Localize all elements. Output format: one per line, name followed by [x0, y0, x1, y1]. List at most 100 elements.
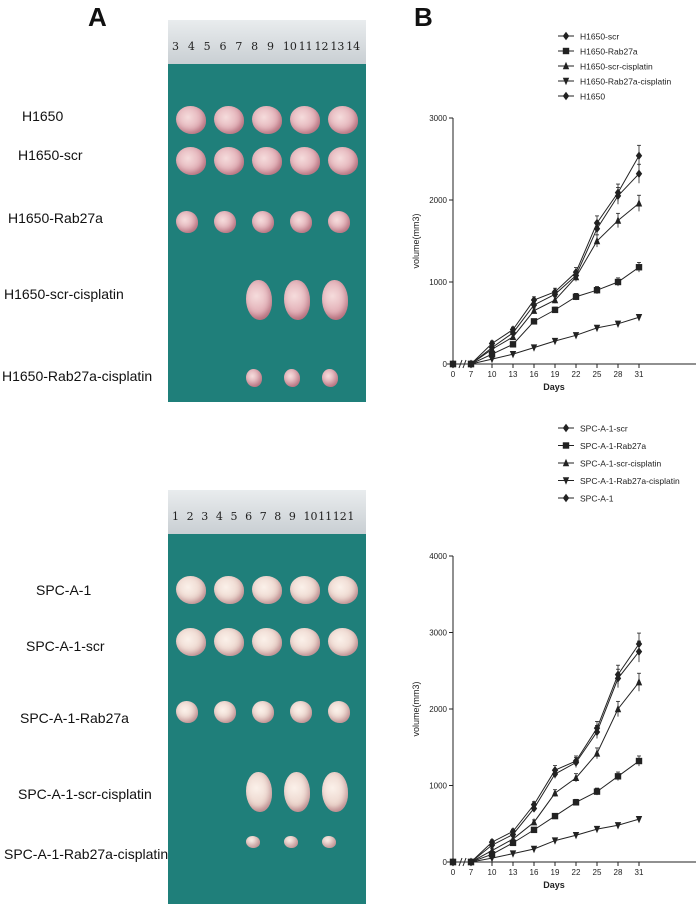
panel-letter-b: B [414, 2, 433, 32]
data-point [614, 278, 622, 286]
row-label: SPC-A-1-Rab27a [20, 710, 129, 726]
tumor [246, 836, 260, 848]
data-point [562, 47, 570, 55]
tumor [246, 280, 272, 320]
tumor [322, 280, 348, 320]
y-tick-label: 3000 [429, 629, 447, 638]
row-label: H1650-scr-cisplatin [4, 286, 124, 302]
data-point [530, 845, 538, 854]
tumor [290, 147, 320, 175]
data-point [551, 788, 559, 797]
data-point [449, 857, 457, 867]
data-point [614, 320, 622, 329]
y-tick-label: 2000 [429, 196, 447, 205]
data-point [572, 267, 580, 277]
tumor [214, 106, 244, 134]
data-point [551, 295, 559, 304]
tumor [284, 369, 300, 387]
ruler-number: 6 [219, 40, 227, 53]
data-point [530, 800, 538, 809]
tumor [246, 772, 272, 812]
tumor [176, 628, 206, 656]
data-point [635, 678, 643, 686]
tumor [328, 628, 358, 656]
data-point [509, 850, 517, 858]
ruler-number: 5 [230, 510, 238, 523]
data-point [635, 169, 643, 178]
row-label: H1650 [22, 108, 64, 124]
tumor [176, 576, 206, 604]
series-line [453, 155, 640, 365]
tumor [252, 576, 282, 604]
data-point [488, 851, 496, 858]
row-label: SPC-A-1-scr [26, 638, 105, 654]
ruler-number: 12 [314, 40, 329, 53]
data-point [635, 815, 643, 824]
tumor [252, 628, 282, 656]
data-point [509, 325, 517, 334]
tumor-photo-spc-a-1: 1 2 3 4 5 6 7 8 9 10 11 12 1 [168, 490, 366, 904]
ruler-number: 9 [288, 510, 296, 523]
data-point [572, 832, 580, 840]
x-axis-label: Days [543, 382, 565, 392]
data-point [593, 236, 601, 245]
y-axis-label: volume(mm3) [411, 681, 421, 736]
data-point [488, 846, 496, 854]
y-tick-label: 4000 [429, 552, 447, 561]
data-point [635, 151, 643, 160]
data-point [530, 818, 538, 826]
row-label: H1650-Rab27a-cisplatin [2, 368, 153, 384]
x-tick-label: 7 [469, 370, 474, 379]
tumor [252, 106, 282, 134]
y-tick-label: 0 [443, 858, 448, 867]
data-point [551, 812, 559, 820]
ruler-number: 7 [259, 510, 267, 523]
x-tick-label: 22 [572, 370, 581, 379]
data-point [530, 295, 538, 305]
legend-label: SPC-A-1-Rab27a [580, 441, 646, 451]
tumor [284, 772, 310, 812]
tumor [290, 576, 320, 604]
ruler-number: 10 [303, 510, 318, 523]
data-point [614, 188, 622, 197]
data-point [614, 704, 622, 713]
x-tick-label: 13 [509, 370, 518, 379]
panel-letter-a: A [88, 2, 107, 32]
tumor [252, 147, 282, 175]
tumor-photo-h1650: 3 4 5 6 7 8 9 10 11 12 13 14 [168, 20, 366, 402]
data-point [614, 216, 622, 224]
ruler-number: 12 [332, 510, 347, 523]
data-point [562, 442, 570, 449]
x-tick-label: 19 [551, 868, 560, 877]
ruler-number: 1 [347, 510, 355, 523]
x-tick-label: 16 [530, 370, 539, 379]
y-tick-label: 1000 [429, 278, 447, 287]
x-tick-label: 28 [614, 370, 623, 379]
row-label: H1650-scr [18, 147, 83, 163]
data-point [530, 306, 538, 314]
tumor [322, 772, 348, 812]
row-label: SPC-A-1-Rab27a-cisplatin [4, 846, 169, 862]
tumor [328, 147, 358, 175]
data-point [614, 773, 622, 780]
series-line [453, 651, 640, 863]
ruler-number: 1 [172, 510, 179, 523]
tumor [176, 147, 206, 175]
data-point [593, 324, 601, 333]
tumor [322, 369, 338, 387]
ruler-number: 14 [346, 40, 361, 53]
data-point [635, 639, 643, 649]
series-line [453, 266, 640, 365]
x-tick-label: 19 [551, 370, 560, 379]
ruler-number: 4 [187, 40, 195, 53]
tumor [284, 836, 298, 848]
ruler-number: 11 [298, 40, 313, 53]
tumor [290, 628, 320, 656]
data-point [593, 218, 601, 228]
data-point [488, 837, 496, 847]
series-line [453, 681, 640, 863]
x-tick-label: 10 [488, 370, 497, 379]
data-point [509, 350, 517, 359]
x-tick-label: 7 [469, 868, 474, 877]
data-point [530, 318, 538, 325]
